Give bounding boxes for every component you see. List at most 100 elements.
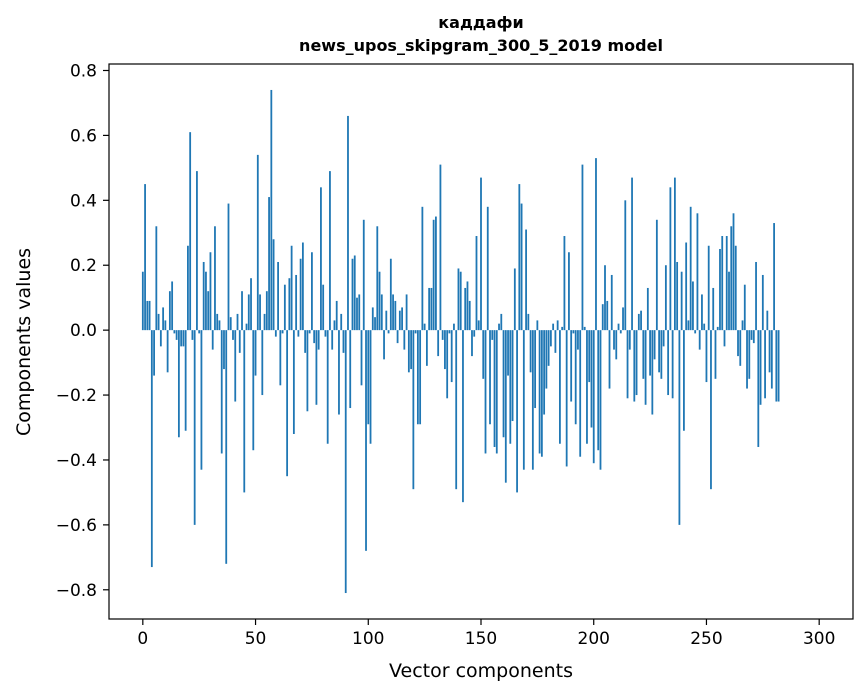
bar <box>743 284 746 331</box>
bar <box>714 330 717 379</box>
bar <box>335 300 338 331</box>
bar <box>561 326 564 331</box>
bar <box>540 330 543 457</box>
bar <box>730 226 733 331</box>
bar <box>761 274 764 331</box>
bar <box>444 330 446 370</box>
bar <box>671 330 674 399</box>
bar <box>601 304 604 331</box>
bar <box>182 330 185 347</box>
bar <box>410 330 413 370</box>
bar <box>180 330 183 347</box>
bar <box>477 320 480 331</box>
bar <box>480 177 482 331</box>
bar <box>168 291 171 331</box>
bar <box>764 330 766 399</box>
bar <box>737 330 739 357</box>
bar <box>536 320 539 331</box>
bar <box>229 317 232 331</box>
bar <box>590 330 593 428</box>
bar <box>396 330 399 344</box>
y-tick-label: 0.2 <box>70 256 97 276</box>
bar <box>365 330 367 551</box>
bar <box>315 330 318 405</box>
bar <box>351 258 354 331</box>
bar <box>768 330 771 373</box>
bar <box>459 271 462 331</box>
bar <box>572 330 575 334</box>
bar <box>520 203 523 331</box>
bar <box>522 330 525 470</box>
bar <box>279 330 282 386</box>
bar <box>608 330 611 389</box>
bar <box>511 330 514 422</box>
bar <box>189 132 192 331</box>
bar <box>777 330 780 402</box>
bar <box>200 330 203 470</box>
bar <box>646 287 649 331</box>
bar <box>579 330 582 457</box>
bar <box>155 226 158 331</box>
y-axis-ticks: −0.8 −0.6 −0.4 −0.2 0.0 0.2 0.4 0.6 0.8 <box>56 61 109 601</box>
bar <box>322 284 325 331</box>
bar <box>545 330 548 389</box>
bar <box>770 330 773 389</box>
bar <box>495 330 498 454</box>
x-tick-label: 100 <box>352 629 384 649</box>
bar <box>254 330 257 376</box>
bar <box>153 330 155 376</box>
x-axis-ticks: 0 50 100 150 200 250 300 <box>137 619 835 649</box>
bar <box>685 242 688 331</box>
bar <box>633 330 636 402</box>
bar <box>696 213 699 331</box>
y-tick-label: −0.4 <box>56 451 97 471</box>
bar <box>604 265 606 331</box>
bar-series <box>141 89 780 594</box>
bar <box>509 330 512 444</box>
bar <box>732 213 735 331</box>
bar <box>389 258 392 331</box>
bar <box>450 330 453 383</box>
bar <box>159 330 162 347</box>
bar <box>214 226 216 331</box>
bar <box>628 330 631 350</box>
bar <box>324 330 327 337</box>
bar <box>493 330 496 447</box>
bar <box>295 274 298 331</box>
bar <box>739 330 742 366</box>
bar <box>653 330 656 360</box>
bar <box>308 330 311 334</box>
bar <box>552 323 555 331</box>
bar <box>234 330 237 402</box>
bar <box>448 330 451 334</box>
bar <box>374 317 376 331</box>
bar <box>340 313 343 331</box>
bar <box>353 255 356 331</box>
bar <box>719 249 721 331</box>
bar <box>617 323 620 331</box>
bar <box>376 226 379 331</box>
x-tick-label: 0 <box>137 629 148 649</box>
chart-subtitle: news_upos_skipgram_300_5_2019 model <box>299 36 663 55</box>
bar <box>500 313 503 331</box>
bar <box>635 330 638 396</box>
bar <box>283 284 286 331</box>
bar <box>538 330 541 454</box>
bar <box>256 154 259 331</box>
bar <box>223 330 225 370</box>
bar <box>728 271 730 331</box>
bar <box>173 330 176 334</box>
bar <box>435 216 437 331</box>
bar <box>556 320 559 331</box>
bar <box>446 330 449 399</box>
bar <box>148 300 151 331</box>
bar <box>331 330 334 350</box>
bar <box>297 330 300 337</box>
bar <box>570 330 573 402</box>
bar <box>299 258 302 331</box>
bar <box>642 330 645 379</box>
chart-title: каддафи <box>438 13 523 32</box>
bar <box>484 330 487 454</box>
bar <box>710 330 712 490</box>
bar <box>250 278 252 331</box>
